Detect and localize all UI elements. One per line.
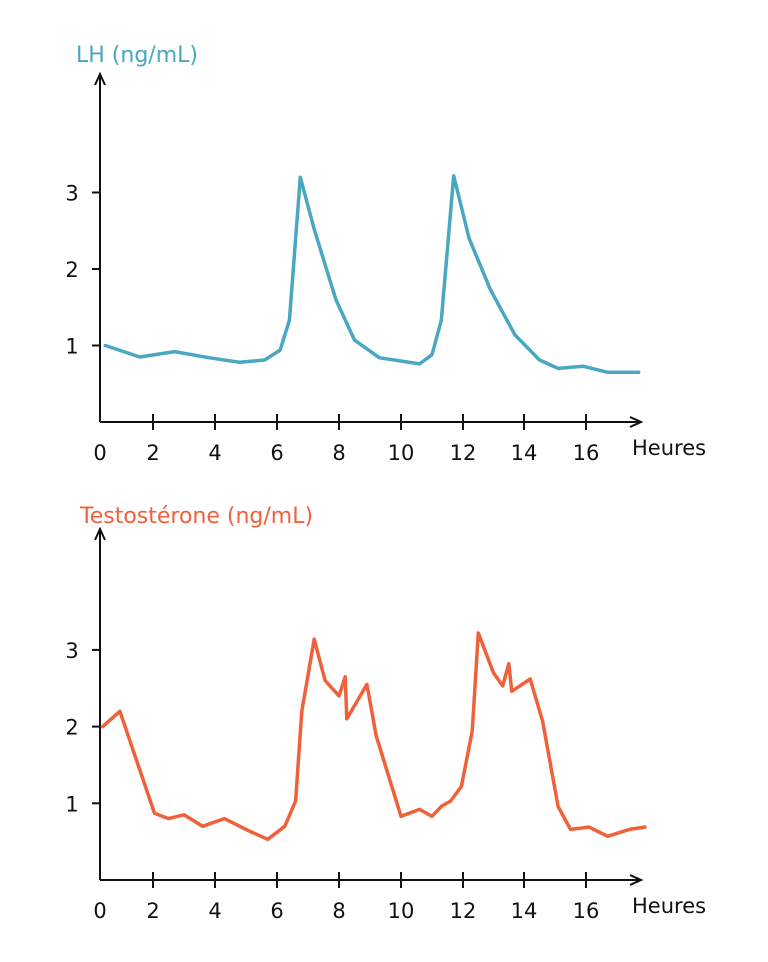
y-tick-label: 2 [65, 716, 78, 740]
y-axis-title: LH (ng/mL) [76, 43, 198, 68]
y-axis-arrow [94, 526, 106, 541]
x-tick-label: 16 [573, 899, 600, 923]
x-tick-label: 16 [573, 441, 600, 465]
x-tick-label: 2 [146, 441, 159, 465]
y-tick-label: 2 [65, 258, 78, 282]
x-tick-label: 2 [146, 899, 159, 923]
x-tick-label: 4 [208, 441, 221, 465]
x-tick-label: 4 [208, 899, 221, 923]
x-tick-label: 0 [93, 441, 106, 465]
x-tick-label: 12 [450, 441, 477, 465]
y-axis-title: Testostérone (ng/mL) [79, 504, 313, 529]
x-tick-label: 8 [332, 899, 345, 923]
series-line [100, 631, 647, 842]
x-tick-label: 14 [511, 899, 538, 923]
x-tick-label: 10 [388, 441, 415, 465]
y-axis-arrow [94, 71, 106, 86]
x-tick-label: 12 [450, 899, 477, 923]
y-tick-label: 1 [65, 335, 78, 359]
x-axis-label: Heures [632, 894, 706, 918]
x-tick-label: 6 [270, 899, 283, 923]
y-tick-label: 3 [65, 639, 78, 663]
x-axis-arrow [629, 874, 644, 886]
x-axis-arrow [629, 416, 644, 428]
y-tick-label: 3 [65, 182, 78, 206]
x-tick-label: 0 [93, 899, 106, 923]
y-tick-label: 1 [65, 792, 78, 816]
x-axis-label: Heures [632, 436, 706, 460]
x-tick-label: 8 [332, 441, 345, 465]
chart-panel-2: Testostérone (ng/mL)0 2 4 6 8 10 12 14 16 Heures1… [65, 504, 706, 923]
series-line [103, 173, 641, 375]
x-tick-label: 14 [511, 441, 538, 465]
x-tick-label: 6 [270, 441, 283, 465]
x-tick-label: 10 [388, 899, 415, 923]
